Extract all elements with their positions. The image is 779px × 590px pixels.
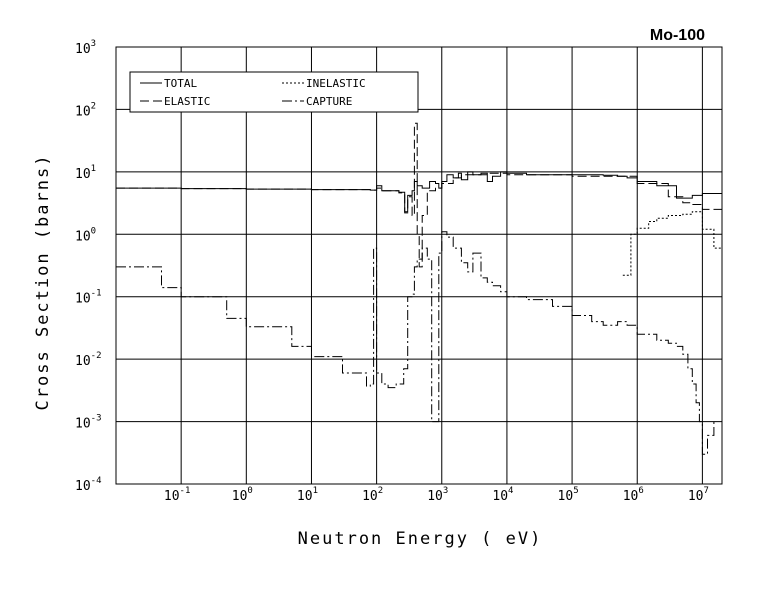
- y-tick-label: 10-2: [75, 351, 102, 369]
- y-tick-exponent: -2: [91, 351, 102, 361]
- y-tick-base: 10: [75, 229, 91, 244]
- x-tick-label: 105: [558, 486, 579, 504]
- y-tick-base: 10: [75, 42, 91, 57]
- y-axis-label: Cross Section (barns): [33, 154, 53, 411]
- x-tick-exponent: 5: [573, 486, 578, 496]
- x-tick-base: 10: [297, 489, 313, 504]
- x-tick-base: 10: [558, 489, 574, 504]
- x-tick-label: 102: [362, 486, 383, 504]
- x-tick-exponent: 2: [378, 486, 383, 496]
- x-tick-label: 106: [623, 486, 644, 504]
- x-tick-exponent: 6: [638, 486, 643, 496]
- plot-frame: [115, 46, 723, 485]
- y-tick-label: 103: [75, 39, 96, 57]
- y-tick-exponent: -3: [91, 414, 102, 424]
- x-tick-base: 10: [164, 489, 180, 504]
- legend-label-elastic: ELASTIC: [164, 95, 210, 108]
- x-tick-base: 10: [623, 489, 639, 504]
- y-tick-label: 10-1: [75, 289, 102, 307]
- x-tick-exponent: 3: [443, 486, 448, 496]
- y-tick-label: 102: [75, 101, 96, 119]
- legend: TOTAL ELASTIC INELASTIC CAPTURE: [129, 71, 419, 113]
- x-tick-label: 101: [297, 486, 318, 504]
- legend-box: [129, 71, 419, 113]
- y-tick-base: 10: [75, 292, 91, 307]
- x-tick-base: 10: [232, 489, 248, 504]
- x-tick-exponent: -1: [180, 486, 191, 496]
- y-tick-label: 100: [75, 226, 96, 244]
- y-tick-base: 10: [75, 417, 91, 432]
- y-tick-base: 10: [75, 167, 91, 182]
- x-tick-label: 103: [427, 486, 448, 504]
- legend-label-inelastic: INELASTIC: [306, 77, 366, 90]
- legend-label-capture: CAPTURE: [306, 95, 352, 108]
- x-tick-base: 10: [688, 489, 704, 504]
- x-tick-base: 10: [362, 489, 378, 504]
- y-tick-exponent: 2: [91, 101, 96, 111]
- y-tick-exponent: 1: [91, 164, 96, 174]
- series-layer: [116, 122, 723, 455]
- legend-label-total: TOTAL: [164, 77, 197, 90]
- y-tick-exponent: 3: [91, 39, 96, 49]
- x-tick-label: 10-1: [164, 486, 191, 504]
- x-tick-exponent: 4: [508, 486, 513, 496]
- y-tick-exponent: -1: [91, 289, 102, 299]
- x-tick-labels: 10-1 100 101 102 103 104 105 106 107: [164, 486, 709, 504]
- y-tick-label: 10-3: [75, 414, 102, 432]
- x-tick-exponent: 0: [247, 486, 252, 496]
- x-tick-exponent: 1: [313, 486, 318, 496]
- y-tick-base: 10: [75, 354, 91, 369]
- chart-title: Mo-100: [650, 27, 705, 44]
- y-tick-base: 10: [75, 479, 91, 494]
- y-tick-base: 10: [75, 104, 91, 119]
- x-tick-label: 100: [232, 486, 253, 504]
- x-tick-label: 107: [688, 486, 709, 504]
- series-line-capture: [116, 231, 715, 455]
- y-tick-exponent: 0: [91, 226, 96, 236]
- x-axis-label: Neutron Energy ( eV): [298, 529, 543, 549]
- x-tick-label: 104: [492, 486, 513, 504]
- x-tick-exponent: 7: [704, 486, 709, 496]
- x-tick-base: 10: [492, 489, 508, 504]
- y-tick-exponent: -4: [91, 476, 102, 486]
- series-line-elastic: [116, 122, 723, 268]
- x-tick-base: 10: [427, 489, 443, 504]
- y-tick-label: 10-4: [75, 476, 102, 494]
- y-tick-label: 101: [75, 164, 96, 182]
- series-line-inelastic: [622, 211, 723, 276]
